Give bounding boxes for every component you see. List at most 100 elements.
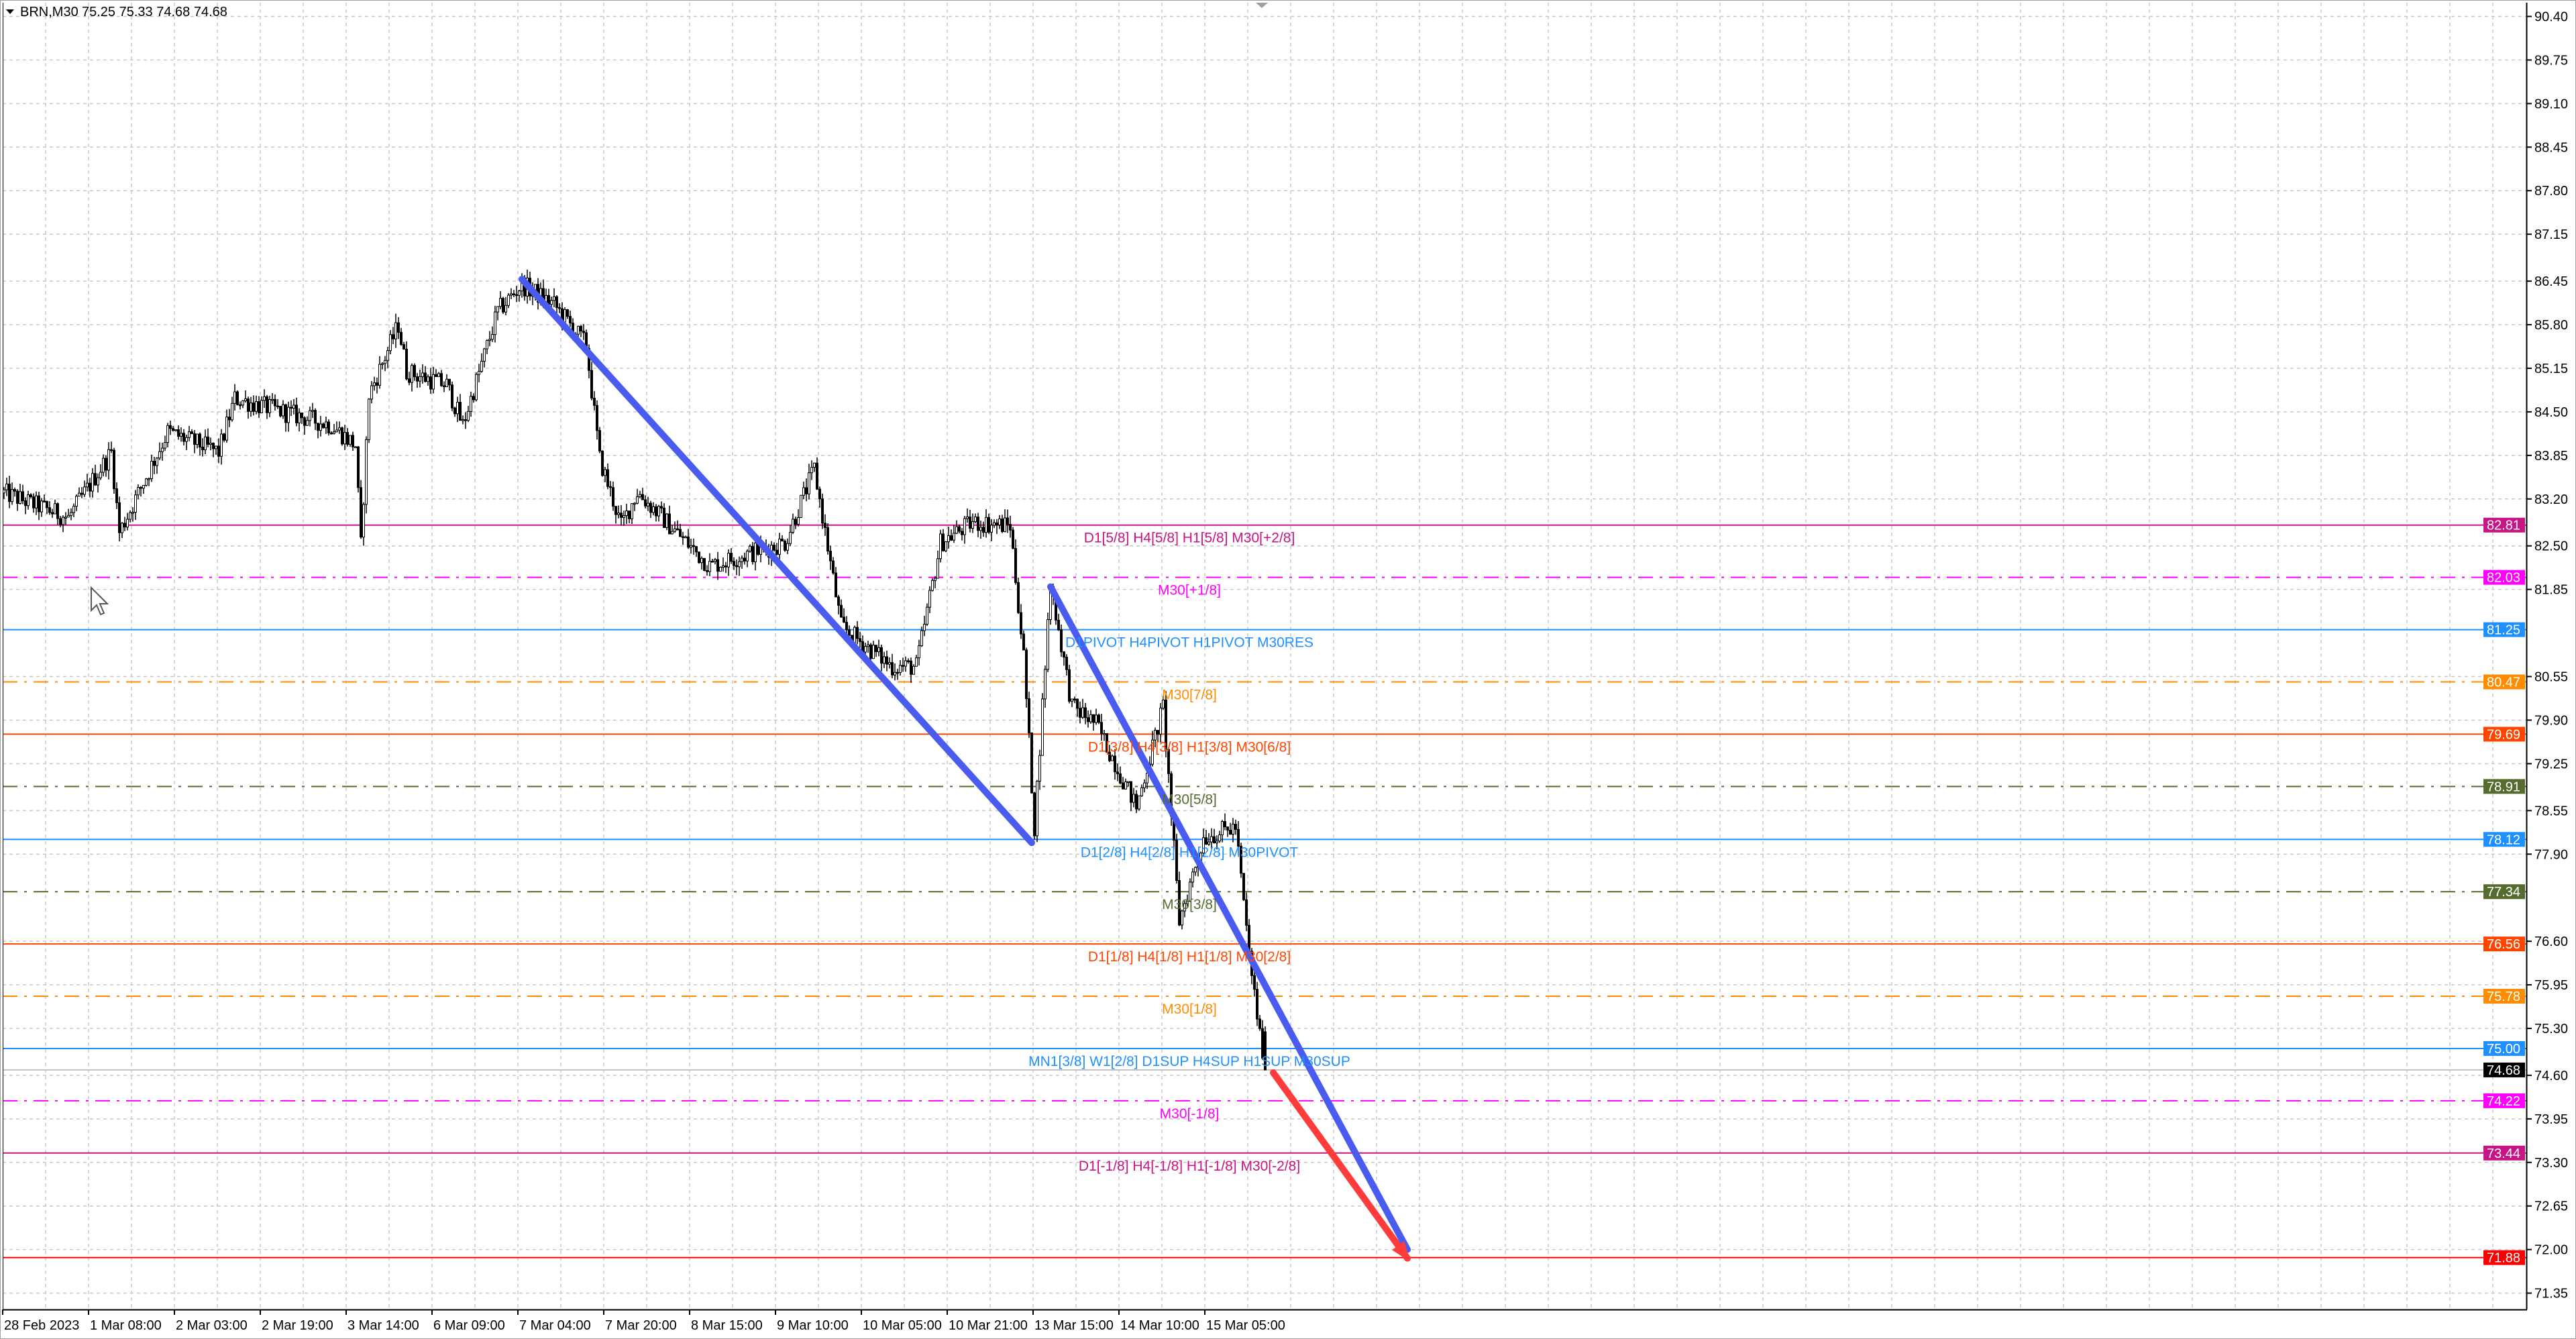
candle-bullish (918, 645, 920, 659)
candle-bullish (70, 512, 72, 516)
candle-bearish (502, 298, 504, 313)
candle-bearish (612, 487, 614, 507)
candle-bullish (196, 433, 199, 445)
price-tag (2483, 884, 2525, 900)
candle-bearish (16, 490, 19, 504)
candle-bullish (445, 378, 448, 387)
candle-bearish (274, 398, 276, 407)
price-tick-label: 78.55 (2534, 804, 2568, 818)
candle-bearish (276, 405, 279, 408)
candle-bullish (719, 567, 722, 572)
candle-bullish (1181, 910, 1183, 926)
candle-bearish (821, 498, 824, 524)
price-tick-label: 75.30 (2534, 1022, 2568, 1036)
candle-bearish (1178, 880, 1181, 926)
candle-bearish (317, 423, 319, 431)
candle-bearish (773, 545, 775, 551)
candle-bullish (1044, 669, 1046, 700)
candle-bearish (424, 372, 427, 382)
candle-bullish (550, 300, 553, 305)
candle-bullish (674, 528, 676, 532)
candle-bearish (1114, 755, 1116, 773)
grid (3, 3, 2526, 1309)
candle-bullish (131, 512, 134, 514)
time-tick-label: 28 Feb 2023 (4, 1318, 79, 1333)
candle-bullish (180, 433, 182, 437)
candle-bearish (1100, 722, 1103, 735)
candle-bullish (738, 561, 741, 568)
candle-bullish (931, 580, 934, 591)
price-tag (2483, 779, 2525, 794)
candle-bearish (239, 404, 241, 407)
candle-bearish (1245, 899, 1248, 926)
candle-bearish (869, 644, 872, 659)
candle-bullish (1208, 841, 1210, 845)
candle-bearish (301, 413, 303, 419)
ohlc-readout: 75.25 75.33 74.68 74.68 (82, 5, 227, 19)
trend-lines[interactable] (519, 276, 1411, 1262)
triangle-down-icon[interactable] (6, 9, 14, 14)
candle-bullish (708, 561, 711, 572)
candle-bearish (459, 402, 462, 421)
candle-bullish (164, 442, 166, 449)
level-label: M30[3/8] (1162, 897, 1217, 912)
candle-bullish (362, 504, 365, 538)
time-axis[interactable]: 28 Feb 2023 1 Mar 08:00 2 Mar 03:00 2 Mar 1… (2, 1309, 1285, 1333)
price-axis[interactable]: 90.40 89.75 89.10 88.45 87.80 87.15 86.45 85.80… (2526, 10, 2568, 1301)
price-tick-label: 79.90 (2534, 713, 2568, 728)
candle-bearish (826, 527, 829, 552)
candle-bearish (907, 660, 910, 662)
time-tick-label: 2 Mar 19:00 (262, 1318, 333, 1333)
candle-bullish (188, 431, 191, 438)
price-tag (2483, 832, 2525, 847)
price-tag-label: 77.34 (2487, 885, 2520, 900)
trend-line[interactable] (519, 276, 1035, 847)
candle-bullish (746, 551, 749, 561)
candle-bearish (679, 529, 682, 537)
trend-line[interactable] (1047, 583, 1411, 1253)
candle-bullish (298, 413, 301, 423)
candle-bullish (185, 437, 188, 442)
candle-bullish (1202, 837, 1205, 854)
price-tag (2483, 517, 2525, 533)
candle-bearish (46, 501, 48, 508)
candle-bullish (1191, 871, 1194, 883)
candle-bearish (558, 307, 561, 309)
candle-bullish (158, 451, 161, 459)
price-tick-label: 79.25 (2534, 757, 2568, 771)
candle-bearish (880, 647, 883, 664)
current-price-tag-label: 74.68 (2487, 1063, 2520, 1078)
candle-bullish (1183, 903, 1186, 912)
candle-bearish (910, 660, 912, 675)
candle-bullish (78, 492, 80, 497)
candle-bullish (633, 502, 636, 505)
price-tag (2483, 1093, 2525, 1108)
candle-bearish (8, 483, 11, 502)
candle-bullish (97, 477, 99, 486)
price-tag (2483, 674, 2525, 690)
candle-bullish (268, 399, 271, 413)
forecast-arrow-line[interactable] (1270, 1069, 1411, 1262)
candle-bullish (306, 420, 309, 426)
candle-bullish (129, 512, 131, 520)
price-tick-label: 84.50 (2534, 405, 2568, 420)
candle-bearish (1122, 782, 1124, 790)
candle-bearish (429, 376, 432, 390)
candle-bearish (593, 397, 596, 406)
candle-bullish (631, 503, 633, 519)
candle-bullish (985, 517, 987, 533)
candle-bearish (668, 513, 671, 535)
candle-bearish (295, 405, 298, 423)
price-tick-label: 71.35 (2534, 1287, 2568, 1301)
candle-bearish (59, 518, 62, 525)
candle-bearish (448, 378, 451, 386)
chart-shift-marker-icon[interactable] (1256, 3, 1268, 8)
price-tick-label: 73.30 (2534, 1156, 2568, 1171)
candle-bullish (467, 411, 470, 421)
candle-bullish (432, 374, 435, 390)
candle-bearish (1065, 657, 1068, 670)
candle-bearish (596, 405, 598, 431)
candle-bullish (510, 293, 513, 296)
candle-bullish (83, 486, 86, 495)
